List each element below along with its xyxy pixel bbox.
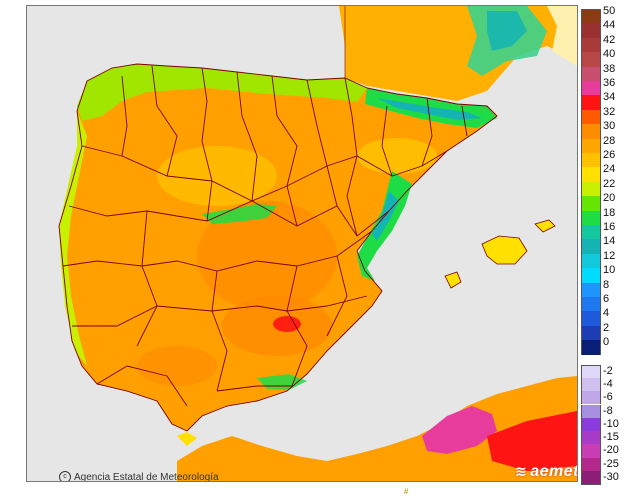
aemet-logo-text: aemet — [530, 463, 578, 480]
legend-swatch — [581, 325, 601, 341]
legend-swatch — [581, 37, 601, 53]
legend-label: 32 — [603, 105, 616, 118]
legend-swatch — [581, 457, 601, 471]
legend-swatch — [581, 95, 601, 110]
legend-label: 40 — [603, 48, 616, 61]
province-borders — [58, 63, 498, 432]
jaen-hot — [273, 316, 301, 332]
ebro-hot — [357, 138, 437, 174]
aemet-logo: ≋ aemet — [515, 463, 578, 481]
legend-swatch — [581, 124, 601, 139]
north-coast-band — [77, 64, 367, 121]
legend-swatch — [581, 9, 601, 25]
legend-label: 18 — [603, 206, 616, 219]
legend-label: 6 — [603, 293, 610, 305]
legend-swatch — [581, 431, 601, 445]
north-africa-land — [177, 376, 577, 481]
legend-label: -6 — [603, 391, 613, 404]
legend-label: 36 — [603, 77, 616, 89]
copyright-icon: c — [59, 471, 71, 481]
atlas-pink — [422, 406, 497, 454]
legend-label: 28 — [603, 134, 616, 147]
legend-label: 38 — [603, 62, 616, 75]
legend-swatch — [581, 225, 601, 240]
legend-label: 2 — [603, 321, 610, 334]
gibraltar-strait-land — [177, 432, 197, 446]
legend-label: 24 — [603, 163, 616, 176]
legend-label: 16 — [603, 221, 616, 233]
legend-label: 44 — [603, 19, 616, 32]
central-system — [202, 204, 277, 224]
credit-text: Agencia Estatal de Meteorología — [74, 471, 219, 482]
credit: c Agencia Estatal de Meteorología — [59, 471, 219, 482]
iberian-core — [372, 191, 399, 241]
legend-label: 26 — [603, 149, 616, 161]
legend-swatch — [581, 297, 601, 312]
west-coast-band — [59, 111, 87, 366]
legend-label: 8 — [603, 278, 610, 291]
legend-label: 4 — [603, 307, 610, 320]
duero-zone — [157, 146, 277, 206]
legend-swatch — [581, 377, 601, 392]
alps-core — [487, 11, 527, 51]
aemet-logo-icon: ≋ — [515, 463, 528, 479]
legend-label: -10 — [603, 417, 619, 430]
legend-swatch — [581, 210, 601, 225]
map-canvas — [27, 6, 577, 481]
africa-red — [487, 411, 577, 471]
legend-swatch — [581, 404, 601, 418]
central-hot — [197, 201, 337, 311]
small-mark: # — [404, 487, 409, 496]
legend-swatch — [581, 391, 601, 405]
legend-swatch — [581, 311, 601, 326]
legend-label: 20 — [603, 192, 616, 205]
legend-label: 10 — [603, 264, 616, 277]
legend-swatch — [581, 23, 601, 38]
legend-swatch — [581, 340, 601, 355]
legend-label: -30 — [603, 471, 619, 483]
legend-swatch — [581, 417, 601, 432]
legend-label: 14 — [603, 235, 616, 248]
pyrenees-core — [377, 98, 482, 120]
france-south-east — [547, 6, 577, 66]
mallorca — [482, 236, 527, 264]
legend-label: 34 — [603, 91, 616, 104]
legend-swatch — [581, 109, 601, 125]
legend-swatch — [581, 253, 601, 269]
legend-swatch — [581, 52, 601, 67]
legend-swatch — [581, 138, 601, 153]
legend-swatch — [581, 282, 601, 297]
legend-swatch — [581, 196, 601, 211]
legend-swatch — [581, 268, 601, 283]
legend-swatch — [581, 471, 601, 486]
legend-label: 50 — [603, 5, 616, 17]
legend-label: 12 — [603, 249, 616, 262]
temperature-legend: 50 44 42 40 38 36 34 32 30 28 26 24 22 20 18 16 14 12 10 8 6… — [581, 5, 629, 489]
legend-swatch — [581, 153, 601, 168]
legend-label: 22 — [603, 177, 616, 190]
legend-label: 0 — [603, 336, 610, 349]
legend-swatch — [581, 181, 601, 197]
legend-label: -20 — [603, 444, 619, 457]
legend-label: -2 — [603, 364, 613, 377]
legend-swatch — [581, 66, 601, 81]
legend-swatch — [581, 364, 601, 379]
legend-label: -15 — [603, 431, 619, 444]
legend-label: -4 — [603, 377, 613, 390]
legend-label: -8 — [603, 404, 613, 417]
island-borders — [444, 219, 556, 289]
legend-swatch — [581, 444, 601, 458]
legend-swatch — [581, 167, 601, 182]
legend-swatch — [581, 239, 601, 254]
legend-swatch — [581, 81, 601, 96]
temperature-map: c Agencia Estatal de Meteorología ≋ aemet — [26, 5, 578, 482]
legend-label: 42 — [603, 33, 616, 46]
guadalquivir-hot — [137, 346, 217, 386]
legend-label: -25 — [603, 457, 619, 470]
legend-label: 30 — [603, 120, 616, 133]
